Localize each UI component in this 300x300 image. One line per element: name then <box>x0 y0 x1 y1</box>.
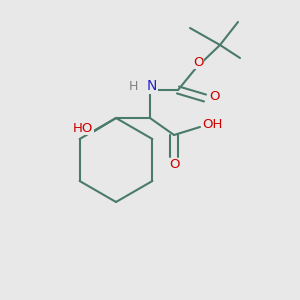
Text: N: N <box>147 79 157 93</box>
Text: OH: OH <box>202 118 222 131</box>
Text: O: O <box>193 56 203 68</box>
Text: O: O <box>170 158 180 172</box>
Text: O: O <box>210 89 220 103</box>
Text: H: H <box>128 80 138 92</box>
Text: HO: HO <box>73 122 93 134</box>
